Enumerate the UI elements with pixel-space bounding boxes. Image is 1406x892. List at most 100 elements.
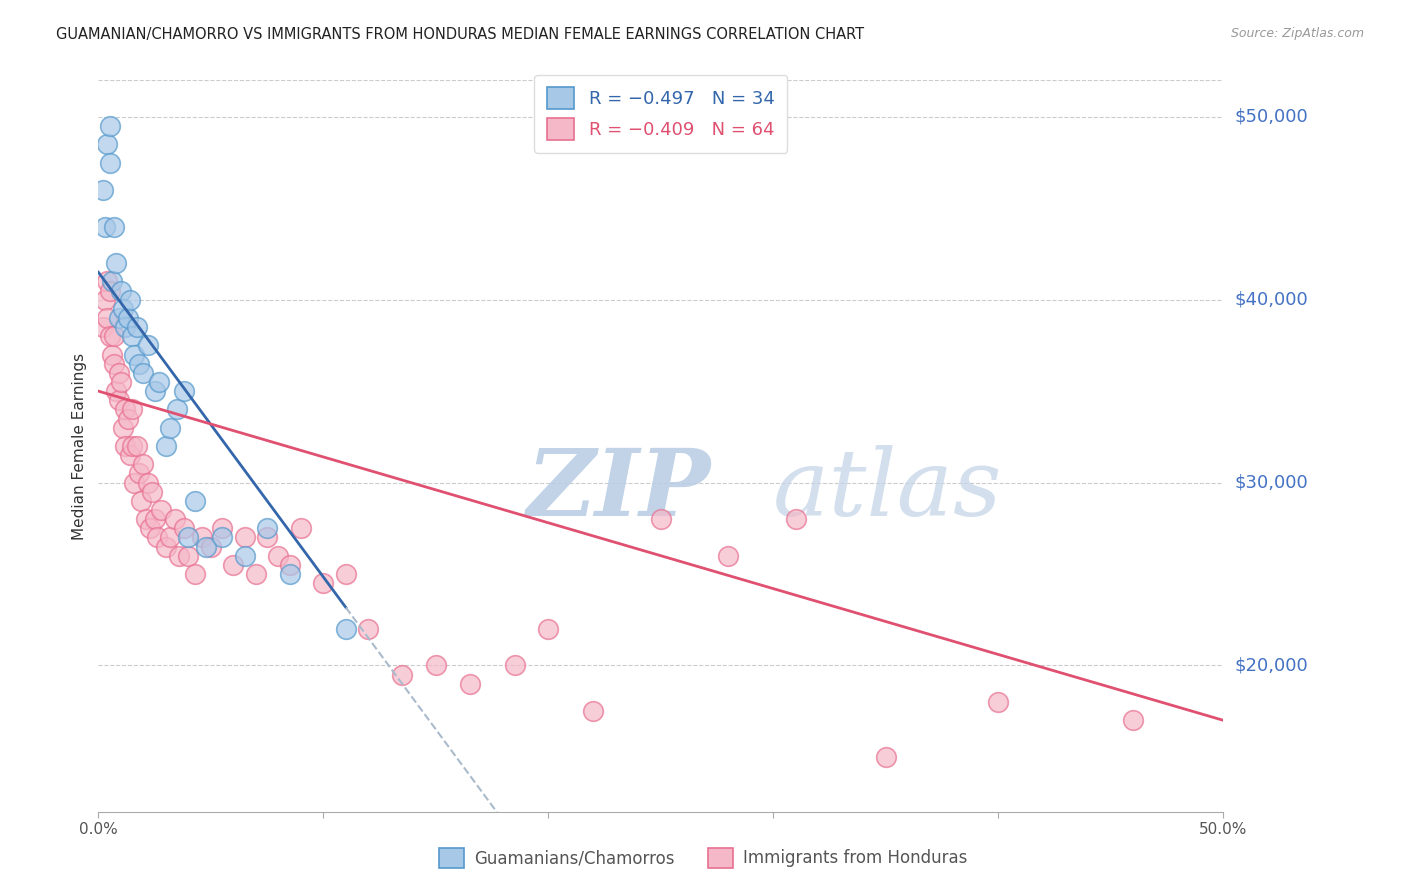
Point <box>105 384 128 398</box>
Point <box>200 540 222 554</box>
Point <box>166 402 188 417</box>
Point <box>98 284 121 298</box>
Point <box>110 375 132 389</box>
Point <box>191 530 214 544</box>
Y-axis label: Median Female Earnings: Median Female Earnings <box>72 352 87 540</box>
Point <box>94 293 117 307</box>
Point <box>987 695 1010 709</box>
Point <box>245 567 267 582</box>
Point <box>211 530 233 544</box>
Point <box>112 301 135 316</box>
Point <box>107 310 129 325</box>
Point <box>128 467 150 481</box>
Point <box>233 530 256 544</box>
Point <box>256 521 278 535</box>
Point <box>148 375 170 389</box>
Point <box>1122 714 1144 728</box>
Point <box>105 256 128 270</box>
Point <box>233 549 256 563</box>
Point <box>91 320 114 334</box>
Point <box>278 558 301 572</box>
Point <box>98 155 121 169</box>
Text: atlas: atlas <box>773 445 1002 535</box>
Point <box>112 420 135 434</box>
Point <box>425 658 447 673</box>
Point <box>118 448 141 462</box>
Text: $30,000: $30,000 <box>1234 474 1308 491</box>
Point <box>101 347 124 362</box>
Point <box>110 284 132 298</box>
Point <box>136 338 159 352</box>
Text: $40,000: $40,000 <box>1234 291 1308 309</box>
Point <box>335 567 357 582</box>
Point <box>98 119 121 133</box>
Point <box>117 310 139 325</box>
Point <box>184 493 207 508</box>
Legend: Guamanians/Chamorros, Immigrants from Honduras: Guamanians/Chamorros, Immigrants from Ho… <box>432 841 974 875</box>
Point <box>135 512 157 526</box>
Point <box>312 576 335 591</box>
Point <box>717 549 740 563</box>
Point <box>124 347 146 362</box>
Point <box>125 320 148 334</box>
Point <box>121 402 143 417</box>
Text: $50,000: $50,000 <box>1234 108 1308 126</box>
Text: Source: ZipAtlas.com: Source: ZipAtlas.com <box>1230 27 1364 40</box>
Point <box>278 567 301 582</box>
Point <box>537 622 560 636</box>
Text: GUAMANIAN/CHAMORRO VS IMMIGRANTS FROM HONDURAS MEDIAN FEMALE EARNINGS CORRELATIO: GUAMANIAN/CHAMORRO VS IMMIGRANTS FROM HO… <box>56 27 865 42</box>
Point <box>129 493 152 508</box>
Point <box>211 521 233 535</box>
Point <box>96 137 118 152</box>
Point <box>184 567 207 582</box>
Point <box>132 457 155 471</box>
Point <box>107 393 129 408</box>
Point <box>96 274 118 288</box>
Point <box>163 512 186 526</box>
Point <box>391 667 413 681</box>
Point <box>159 420 181 434</box>
Point <box>173 384 195 398</box>
Point <box>103 219 125 234</box>
Point <box>150 503 173 517</box>
Point <box>128 357 150 371</box>
Point <box>114 439 136 453</box>
Point <box>155 439 177 453</box>
Point <box>114 402 136 417</box>
Point <box>141 484 163 499</box>
Point <box>582 704 605 718</box>
Legend: R = −0.497   N = 34, R = −0.409   N = 64: R = −0.497 N = 34, R = −0.409 N = 64 <box>534 75 787 153</box>
Point <box>650 512 672 526</box>
Point <box>143 384 166 398</box>
Point <box>875 749 897 764</box>
Point <box>125 439 148 453</box>
Point <box>103 357 125 371</box>
Point <box>118 293 141 307</box>
Text: $20,000: $20,000 <box>1234 657 1308 674</box>
Point <box>124 475 146 490</box>
Point <box>143 512 166 526</box>
Point <box>169 549 191 563</box>
Point <box>96 310 118 325</box>
Point <box>121 329 143 343</box>
Point <box>136 475 159 490</box>
Point <box>159 530 181 544</box>
Point <box>173 521 195 535</box>
Point <box>267 549 290 563</box>
Point <box>132 366 155 380</box>
Point <box>94 219 117 234</box>
Point <box>195 540 218 554</box>
Point <box>222 558 245 572</box>
Point <box>785 512 807 526</box>
Point <box>458 676 481 690</box>
Point <box>256 530 278 544</box>
Point <box>177 549 200 563</box>
Point <box>503 658 526 673</box>
Point <box>121 439 143 453</box>
Point <box>155 540 177 554</box>
Point <box>177 530 200 544</box>
Point <box>335 622 357 636</box>
Point <box>357 622 380 636</box>
Point <box>139 521 162 535</box>
Point <box>146 530 169 544</box>
